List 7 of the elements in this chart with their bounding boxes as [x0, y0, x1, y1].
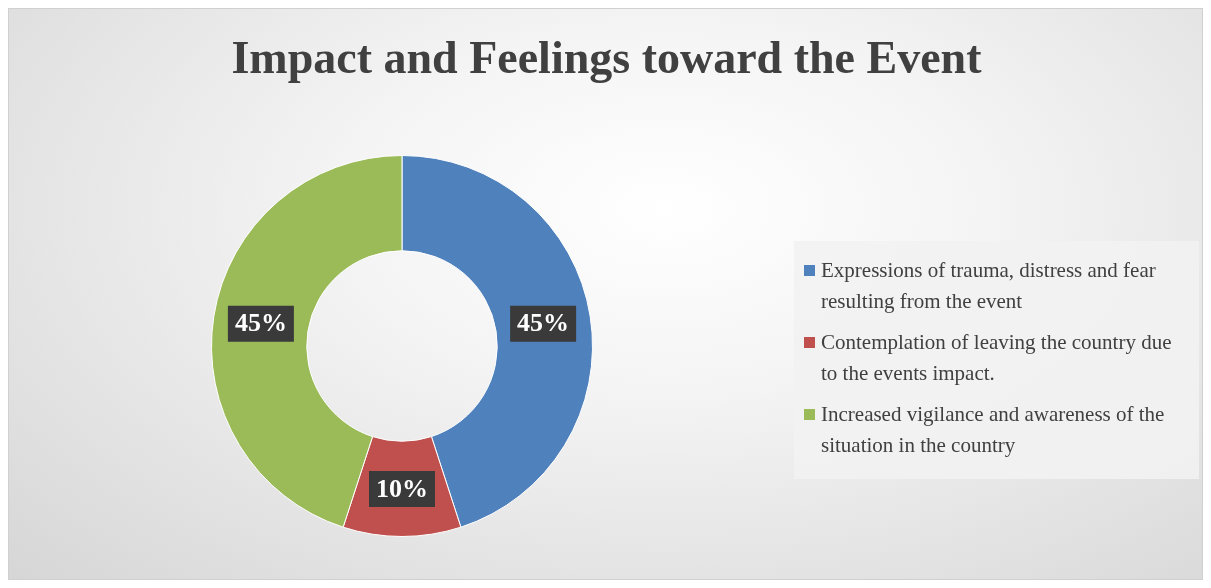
data-label: 10%: [376, 473, 428, 503]
legend-label: Contemplation of leaving the country due to the events impact.: [821, 329, 1173, 387]
legend-label: Expressions of trauma, distress and fear resulting from the event: [821, 257, 1157, 315]
legend-label: Increased vigilance and awareness of the situation in the country: [821, 401, 1166, 459]
chart-title: Impact and Feelings toward the Event: [230, 31, 983, 84]
data-label: 45%: [517, 308, 570, 338]
data-label: 45%: [234, 308, 287, 338]
